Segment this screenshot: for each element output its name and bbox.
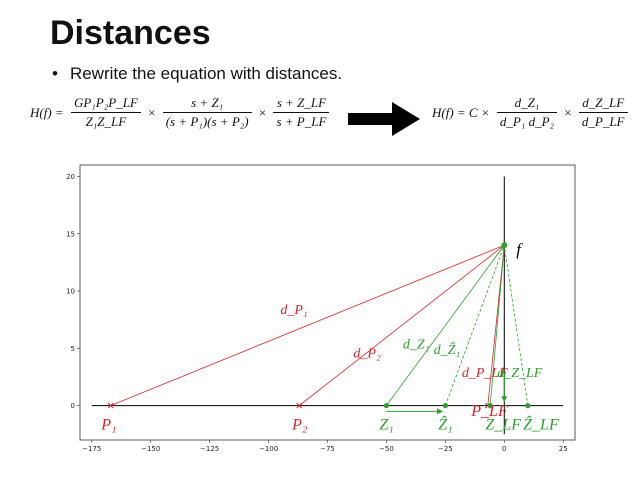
equation-right-lhs: H(f) = C × xyxy=(432,104,490,120)
marker-label-PLF: P_LF xyxy=(470,403,508,420)
y-tick-label: 15 xyxy=(66,230,75,238)
zero-shift-arrow-head xyxy=(437,408,443,415)
marker-label-P2: P₂ xyxy=(291,417,308,434)
fraction-zero-dist-denominator: d_P₁ d_P₂ xyxy=(499,114,555,129)
x-tick-label: −100 xyxy=(259,445,278,453)
f-point-label: f xyxy=(516,240,523,259)
fraction-poles: s + Z₁ (s + P₁)(s + P₂) xyxy=(162,95,252,130)
distance-line-Z1 xyxy=(386,244,505,406)
fraction-gain: GP₁P₂P_LF Z₁Z_LF xyxy=(70,95,141,130)
lf-shift-arrow-head xyxy=(501,396,508,403)
zero-marker-Z1hat xyxy=(442,403,448,409)
fraction-lf-dist-numerator: d_Z_LF xyxy=(578,95,628,113)
fraction-lf: s + Z_LF s + P_LF xyxy=(273,95,330,130)
x-tick-label: −150 xyxy=(141,445,160,453)
distance-line-ZLFhat xyxy=(503,245,529,406)
y-tick-label: 0 xyxy=(71,402,75,410)
pole-marker-P2 xyxy=(296,402,303,409)
distance-label: d_Ẑ₁ xyxy=(434,341,461,358)
distance-line-P2 xyxy=(298,244,505,406)
fraction-lf-numerator: s + Z_LF xyxy=(273,95,330,113)
equation-left: H(f) = GP₁P₂P_LF Z₁Z_LF × s + Z₁ (s + P₁… xyxy=(28,95,331,130)
x-tick-label: −125 xyxy=(200,445,219,453)
times-sign: × xyxy=(564,104,572,120)
f-point-marker xyxy=(501,242,508,249)
marker-label-ZLF: Z_LF xyxy=(485,417,521,434)
x-tick-label: −25 xyxy=(438,445,453,453)
distance-label: d_P_LF xyxy=(462,366,508,381)
distance-line-Z1hat xyxy=(444,245,505,406)
y-tick-label: 10 xyxy=(66,288,75,296)
x-tick-label: 0 xyxy=(502,445,506,453)
fraction-gain-numerator: GP₁P₂P_LF xyxy=(70,95,141,113)
x-tick-label: 25 xyxy=(559,445,568,453)
marker-label-P1: P₁ xyxy=(100,417,116,434)
distance-label: d_P₂ xyxy=(353,347,381,362)
zero-marker-Z1 xyxy=(383,403,390,409)
times-sign: × xyxy=(148,104,156,120)
zero-marker-ZLF xyxy=(487,403,493,409)
pole-marker-P1 xyxy=(107,402,114,409)
equation-left-lhs: H(f) = xyxy=(30,104,64,120)
distance-line-ZLF xyxy=(489,245,505,406)
x-tick-label: −175 xyxy=(82,445,101,453)
y-tick-label: 5 xyxy=(71,345,75,353)
fraction-lf-dist-denominator: d_P_LF xyxy=(581,114,625,129)
distance-label: d_P₁ xyxy=(280,303,307,318)
fraction-poles-denominator: (s + P₁)(s + P₂) xyxy=(165,114,249,129)
plot-frame xyxy=(79,164,576,441)
marker-label-Z1: Z₁ xyxy=(379,417,393,434)
bullet-item: • Rewrite the equation with distances. xyxy=(52,64,342,84)
fraction-zero-dist: d_Z₁ d_P₁ d_P₂ xyxy=(496,95,558,130)
slide-title: Distances xyxy=(50,14,211,52)
fraction-lf-dist: d_Z_LF d_P_LF xyxy=(578,95,628,130)
distance-label: d_Z_LF xyxy=(497,366,543,381)
equation-right: H(f) = C × d_Z₁ d_P₁ d_P₂ × d_Z_LF d_P_L… xyxy=(430,95,630,130)
fraction-gain-denominator: Z₁Z_LF xyxy=(85,114,127,129)
marker-label-Z1hat: Ẑ₁ xyxy=(438,415,452,434)
bullet-text: Rewrite the equation with distances. xyxy=(69,64,343,83)
fraction-poles-numerator: s + Z₁ xyxy=(162,95,252,113)
marker-label-ZLFhat: Ẑ_LF xyxy=(523,415,559,434)
fraction-zero-dist-numerator: d_Z₁ xyxy=(496,95,558,113)
fraction-lf-denominator: s + P_LF xyxy=(276,114,327,129)
distance-line-P1 xyxy=(110,244,505,406)
x-tick-label: −75 xyxy=(320,445,335,453)
y-tick-label: 20 xyxy=(66,173,75,181)
bullet-dot: • xyxy=(52,64,58,83)
distance-label: d_Z₁ xyxy=(403,337,430,352)
zero-marker-ZLFhat xyxy=(525,403,531,409)
x-tick-label: −50 xyxy=(379,445,394,453)
times-sign: × xyxy=(258,104,267,120)
